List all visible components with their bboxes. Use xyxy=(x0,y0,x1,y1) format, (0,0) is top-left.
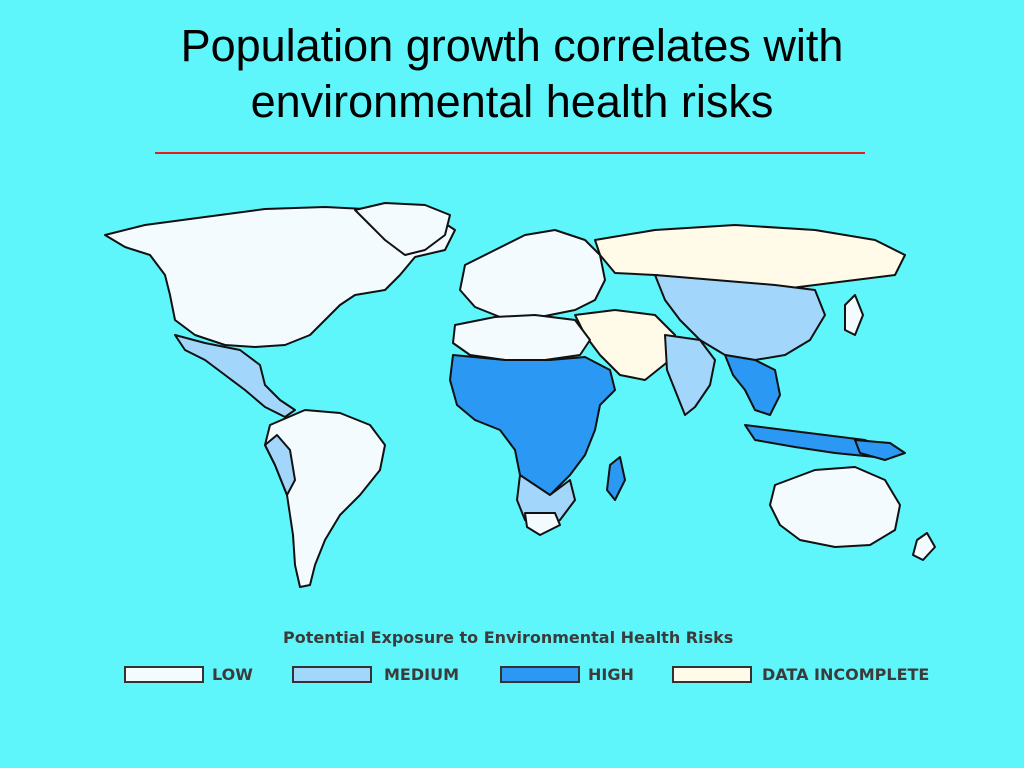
legend-label-high: HIGH xyxy=(588,665,634,684)
region-central-america xyxy=(174,334,296,418)
region-southeast-asia xyxy=(724,354,781,416)
region-north-america xyxy=(104,206,456,348)
legend-label-low: LOW xyxy=(212,665,253,684)
world-map xyxy=(55,195,975,615)
title-line-1: Population growth correlates with xyxy=(180,20,844,71)
region-greenland xyxy=(354,202,451,256)
legend-heading: Potential Exposure to Environmental Heal… xyxy=(283,628,734,647)
region-andes-medium xyxy=(264,434,296,496)
legend-swatch-high xyxy=(500,666,580,683)
legend-label-medium: MEDIUM xyxy=(384,665,459,684)
world-map-svg xyxy=(104,202,936,588)
slide-title: Population growth correlates with enviro… xyxy=(0,18,1024,130)
region-south-africa xyxy=(524,512,561,536)
region-india xyxy=(664,334,716,416)
region-middle-east xyxy=(574,309,676,381)
region-south-america xyxy=(264,409,386,588)
region-russia xyxy=(594,224,906,291)
legend: LOW MEDIUM HIGH DATA INCOMPLETE xyxy=(124,664,954,688)
region-japan xyxy=(844,294,864,336)
legend-label-data-incomplete: DATA INCOMPLETE xyxy=(762,665,930,684)
title-line-2: environmental health risks xyxy=(250,76,774,127)
region-australia xyxy=(769,466,901,548)
region-madagascar xyxy=(606,456,626,501)
region-new-zealand xyxy=(912,532,936,561)
legend-swatch-data-incomplete xyxy=(672,666,752,683)
region-africa-central xyxy=(449,354,616,498)
region-europe xyxy=(459,229,606,321)
legend-swatch-low xyxy=(124,666,204,683)
region-africa-north xyxy=(452,314,591,361)
title-underline xyxy=(155,152,865,154)
region-papua xyxy=(854,439,906,461)
region-china xyxy=(654,274,826,361)
legend-swatch-medium xyxy=(292,666,372,683)
